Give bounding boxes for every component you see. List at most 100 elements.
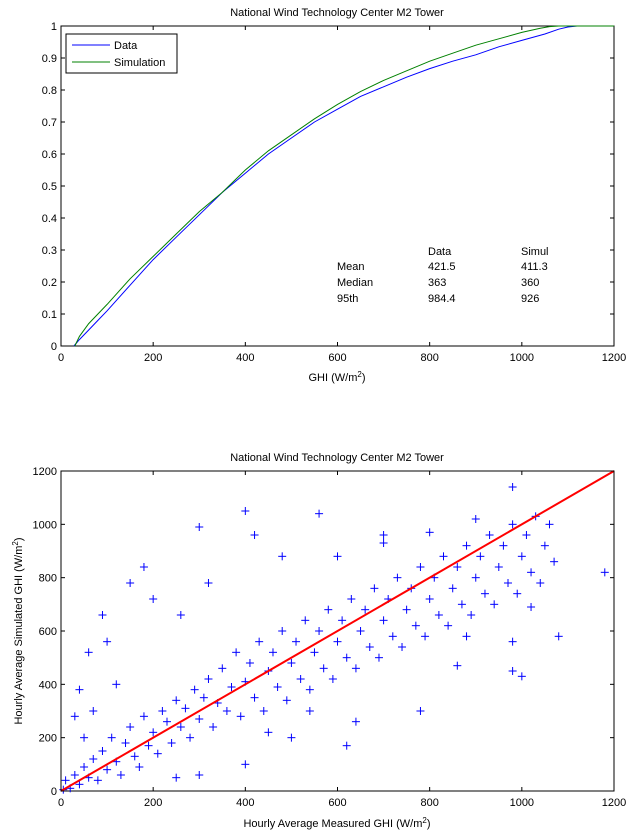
scatter-point bbox=[107, 733, 116, 742]
stats-row-mean-label: Mean bbox=[337, 261, 365, 273]
1-y-tick-label: 200 bbox=[39, 733, 57, 745]
scatter-point bbox=[545, 520, 554, 529]
1-y-tick-label: 1000 bbox=[33, 519, 57, 531]
1-x-tick-label: 0 bbox=[58, 797, 64, 809]
scatter-point bbox=[421, 632, 430, 641]
scatter-point bbox=[379, 616, 388, 625]
scatter-point bbox=[522, 531, 531, 539]
0-x-tick-label: 1000 bbox=[510, 352, 534, 364]
cdf-legend: Data Simulation bbox=[65, 33, 178, 74]
scatter-point bbox=[351, 664, 360, 673]
scatter-point bbox=[126, 723, 135, 731]
scatter-point bbox=[527, 603, 536, 611]
scatter-point bbox=[480, 589, 489, 598]
scatter-point bbox=[186, 733, 195, 742]
0-y-tick-label: 0.2 bbox=[42, 277, 57, 289]
scatter-point bbox=[292, 637, 301, 646]
scatter-point bbox=[149, 728, 158, 737]
scatter-point bbox=[361, 605, 370, 614]
1-x-tick-label: 600 bbox=[328, 797, 346, 809]
scatter-point bbox=[402, 605, 411, 614]
scatter-point bbox=[416, 563, 425, 571]
scatter-point bbox=[250, 693, 259, 702]
scatter-points bbox=[59, 483, 609, 794]
scatter-chart-title: National Wind Technology Center M2 Tower bbox=[230, 452, 444, 464]
0-x-tick-label: 400 bbox=[236, 352, 254, 364]
cdf-y-axis: 0 0.1 0.2 0.3 0.4 0.5 0.6 0.7 0.8 0.9 1 bbox=[42, 21, 614, 353]
scatter-point bbox=[264, 728, 273, 737]
stats-header-data: Data bbox=[428, 246, 452, 258]
scatter-point bbox=[398, 643, 407, 651]
scatter-point bbox=[338, 616, 347, 625]
scatter-point bbox=[444, 621, 453, 630]
scatter-point bbox=[315, 627, 324, 635]
stats-row-median-simul: 360 bbox=[521, 277, 539, 289]
0-y-tick-label: 0.9 bbox=[42, 53, 57, 65]
scatter-point bbox=[222, 707, 231, 715]
scatter-point bbox=[508, 637, 517, 646]
scatter-point bbox=[278, 627, 287, 635]
scatter-point bbox=[328, 675, 337, 683]
scatter-point bbox=[374, 653, 383, 662]
scatter-point bbox=[232, 648, 241, 657]
scatter-point bbox=[333, 637, 342, 646]
scatter-point bbox=[342, 741, 351, 750]
scatter-point bbox=[259, 707, 268, 715]
scatter-point bbox=[356, 627, 365, 635]
scatter-point bbox=[75, 780, 84, 789]
scatter-point bbox=[527, 568, 536, 577]
scatter-point bbox=[89, 707, 98, 715]
scatter-point bbox=[195, 715, 204, 723]
scatter-y-axis: 0 200 400 600 800 1000 1200 bbox=[33, 466, 614, 798]
scatter-point bbox=[236, 712, 245, 721]
scatter-point bbox=[513, 589, 522, 598]
0-y-tick-label: 0.6 bbox=[42, 149, 57, 161]
stats-row-median-label: Median bbox=[337, 277, 373, 289]
scatter-point bbox=[181, 704, 190, 713]
0-y-tick-label: 0.4 bbox=[42, 213, 57, 225]
scatter-point bbox=[199, 693, 208, 702]
scatter-point bbox=[209, 723, 218, 731]
0-x-tick-label: 600 bbox=[328, 352, 346, 364]
scatter-point bbox=[241, 507, 250, 515]
stats-table: Data Simul Mean 421.5 411.3 Median 363 3… bbox=[337, 246, 549, 305]
scatter-point bbox=[176, 723, 185, 731]
scatter-point bbox=[250, 531, 259, 539]
scatter-point bbox=[190, 685, 199, 694]
scatter-point bbox=[241, 760, 250, 769]
scatter-point bbox=[504, 579, 513, 587]
scatter-x-axis-label: Hourly Average Measured GHI (W/m2) bbox=[243, 816, 430, 830]
scatter-point bbox=[425, 528, 434, 537]
scatter-point bbox=[393, 573, 402, 582]
scatter-point bbox=[453, 563, 462, 571]
scatter-point bbox=[135, 763, 144, 771]
scatter-point bbox=[462, 632, 471, 641]
scatter-point bbox=[255, 637, 264, 646]
scatter-point bbox=[550, 557, 559, 566]
scatter-point bbox=[112, 680, 121, 689]
cdf-line-data bbox=[73, 25, 614, 347]
scatter-point bbox=[490, 600, 499, 609]
scatter-x-axis: 0 200 400 600 800 1000 1200 bbox=[58, 471, 626, 809]
stats-row-95th-simul: 926 bbox=[521, 293, 539, 305]
0-y-tick-label: 0.5 bbox=[42, 181, 57, 193]
stats-row-95th-data: 984.4 bbox=[428, 293, 456, 305]
cdf-series-lines bbox=[73, 25, 614, 347]
0-y-tick-label: 0.1 bbox=[42, 309, 57, 321]
stats-row-mean-data: 421.5 bbox=[428, 261, 456, 273]
scatter-point bbox=[471, 573, 480, 582]
cdf-line-simulation bbox=[74, 25, 614, 347]
scatter-point bbox=[278, 552, 287, 561]
scatter-point bbox=[388, 632, 397, 641]
scatter-point bbox=[315, 509, 324, 518]
scatter-point bbox=[416, 707, 425, 715]
cdf-chart: National Wind Technology Center M2 Tower… bbox=[42, 7, 627, 384]
scatter-point bbox=[540, 541, 549, 550]
scatter-reference-line bbox=[60, 470, 615, 792]
cdf-chart-title: National Wind Technology Center M2 Tower bbox=[230, 7, 444, 19]
scatter-point bbox=[517, 552, 526, 561]
scatter-point bbox=[204, 675, 213, 683]
scatter-point bbox=[103, 765, 112, 774]
stats-row-mean-simul: 411.3 bbox=[521, 261, 548, 273]
scatter-point bbox=[485, 531, 494, 539]
